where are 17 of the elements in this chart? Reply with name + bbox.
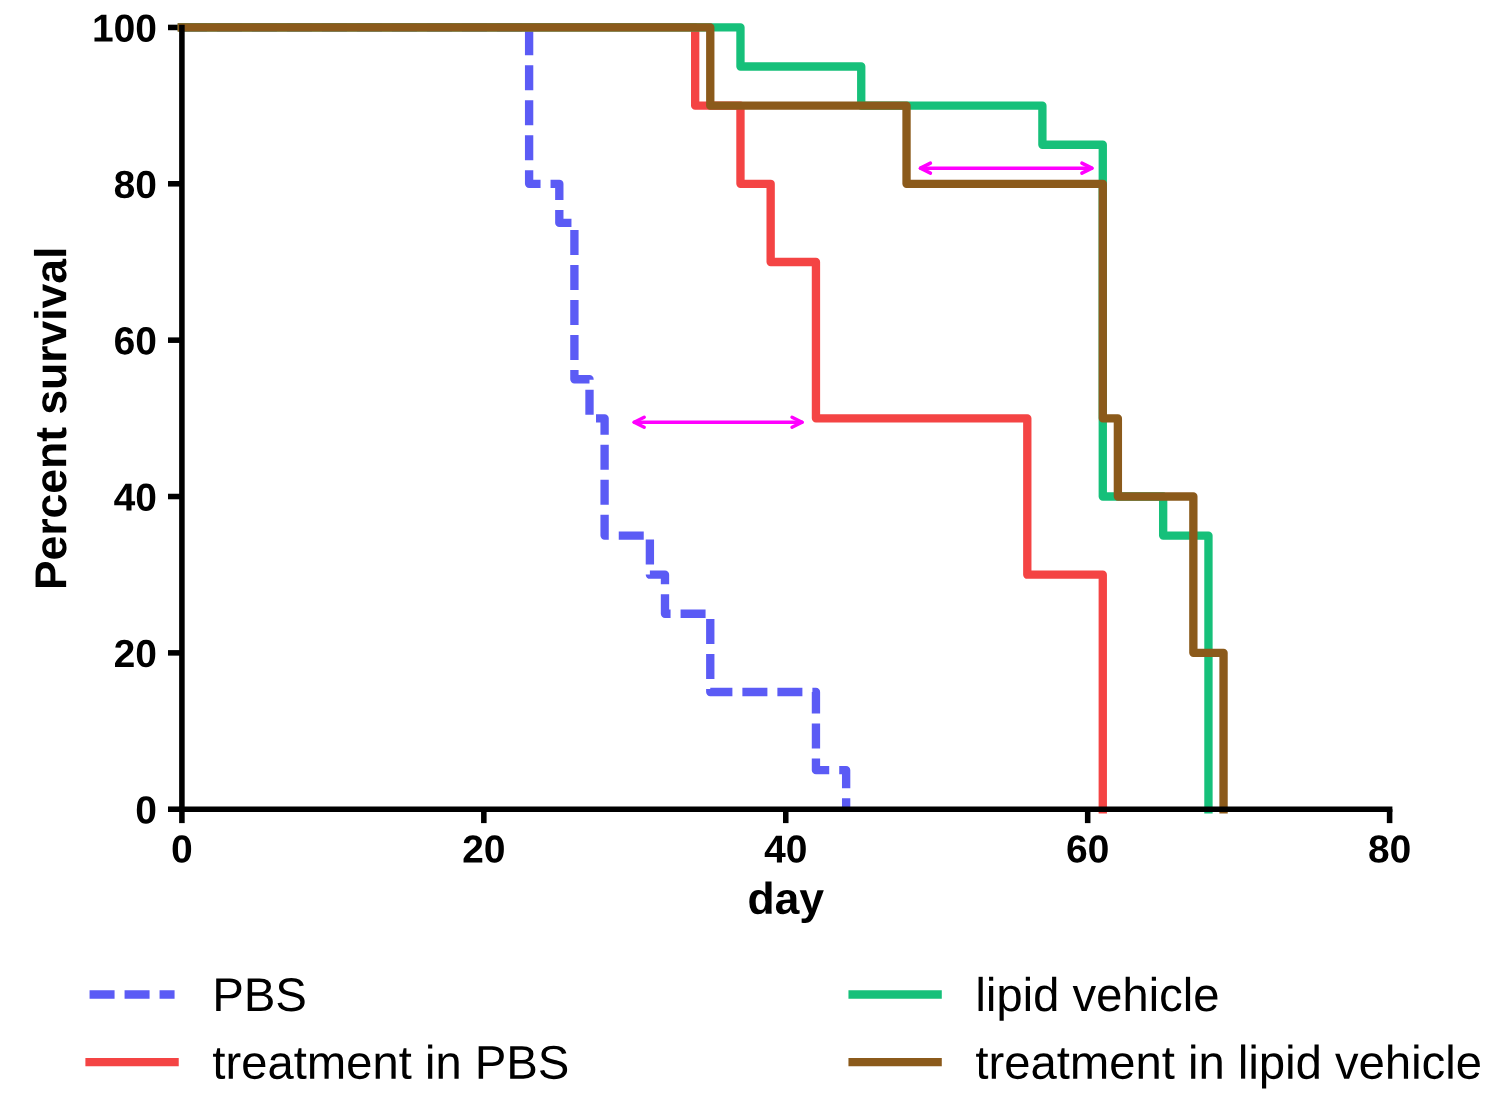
y-axis-title: Percent survival (33, 249, 67, 588)
legend-label: treatment in PBS (213, 1044, 568, 1080)
x-tick-label: 0 (172, 835, 192, 863)
y-tick-label: 20 (115, 639, 156, 668)
legend-label: lipid vehicle (978, 976, 1218, 1021)
y-tick-label: 0 (136, 796, 156, 824)
x-tick-label: 40 (764, 835, 806, 863)
y-tick-label: 80 (114, 170, 156, 199)
y-tick-label: 40 (114, 483, 156, 511)
x-tick-label: 80 (1369, 835, 1410, 863)
legend-label: PBS (216, 978, 305, 1012)
x-axis-title: day (749, 881, 824, 924)
legend-label: treatment in lipid vehicle (976, 1044, 1480, 1089)
x-tick-label: 60 (1067, 835, 1108, 863)
y-tick-label: 60 (115, 327, 156, 355)
x-tick-label: 20 (463, 835, 504, 863)
y-tick-label: 100 (94, 14, 156, 42)
